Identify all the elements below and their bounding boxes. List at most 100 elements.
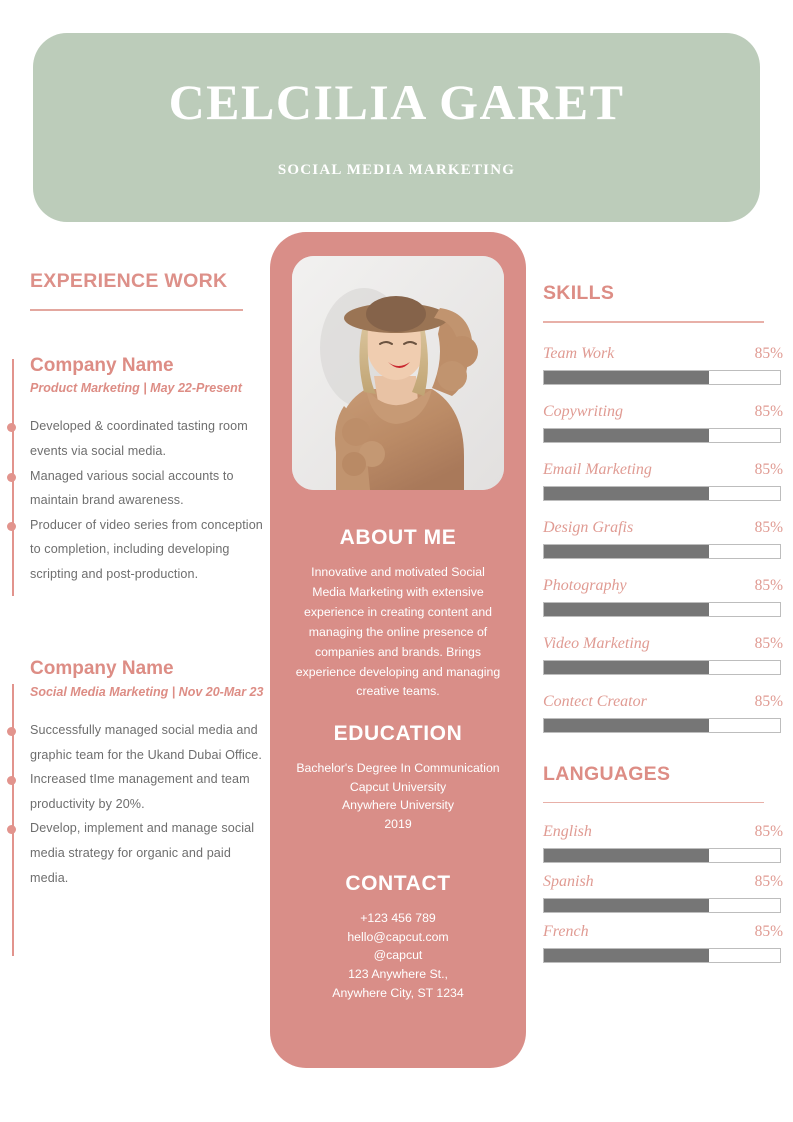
skill-progress-bar xyxy=(543,427,781,443)
header-subtitle: SOCIAL MEDIA MARKETING xyxy=(277,162,516,179)
text-line: Capcut University xyxy=(349,779,447,794)
text-line: creative teams. xyxy=(356,684,440,699)
bullet-text: Increased tIme management and team produ… xyxy=(30,772,250,811)
text-line: Innovative and motivated Social xyxy=(311,565,485,579)
text-line: Media Marketing with extensive xyxy=(312,584,484,599)
contact-phone[interactable]: +123 456 789 xyxy=(360,911,436,925)
language-header: Spanish 85% xyxy=(543,873,783,891)
contact-email[interactable]: hello@capcut.com xyxy=(347,929,449,944)
list-item: Increased tIme management and team produ… xyxy=(6,767,265,816)
skill-label: Copywriting xyxy=(543,402,624,420)
experience-entry: Company Name Social Media Marketing | No… xyxy=(0,658,265,957)
skills-list: Team Work 85% Copywriting 85% Email Marketin… xyxy=(543,345,783,733)
section-title-languages: LANGUAGES xyxy=(543,762,671,785)
skill-progress-fill xyxy=(544,602,710,616)
skill-progress-fill xyxy=(544,718,710,732)
bullet-text: Develop, implement and manage social med… xyxy=(30,821,255,885)
skill-percent: 85% xyxy=(754,634,783,652)
contact-address-line2: Anywhere City, ST 1234 xyxy=(332,985,464,1000)
languages-list: English 85% Spanish 85% French 85% xyxy=(543,823,783,963)
skill-progress-fill xyxy=(544,428,710,442)
bullet-dot-icon xyxy=(6,727,16,737)
bullet-text: Producer of video series from conception… xyxy=(30,517,263,581)
section-title-about: ABOUT ME xyxy=(339,526,457,549)
skill-percent: 85% xyxy=(754,576,783,594)
section-title-education: EDUCATION xyxy=(333,722,463,745)
list-item: Managed various social accounts to maint… xyxy=(6,464,265,513)
education-text: Bachelor's Degree In Communication Capcu… xyxy=(282,759,514,834)
list-item: Develop, implement and manage social med… xyxy=(6,816,265,890)
language-item: English 85% xyxy=(543,823,783,863)
contact-social-handle[interactable]: @capcut xyxy=(373,948,423,963)
section-title-experience: EXPERIENCE WORK xyxy=(30,270,228,292)
list-item: Successfully managed social media and gr… xyxy=(6,718,265,767)
experience-bullet-list: Developed & coordinated tasting room eve… xyxy=(0,414,265,586)
contact-details: +123 456 789 hello@capcut.com @capcut 12… xyxy=(282,909,514,1002)
bullet-text: Developed & coordinated tasting room eve… xyxy=(30,419,248,459)
skill-header: Email Marketing 85% xyxy=(543,461,783,479)
language-item: Spanish 85% xyxy=(543,873,783,913)
language-progress-fill xyxy=(544,949,710,962)
language-label: Spanish xyxy=(543,873,594,890)
skill-progress-fill xyxy=(544,544,710,558)
language-percent: 85% xyxy=(754,923,783,940)
skill-progress-bar xyxy=(543,485,781,501)
section-title-contact: CONTACT xyxy=(345,872,451,895)
experience-heading: Company Name Social Media Marketing | No… xyxy=(30,658,265,701)
skill-header: Contect Creator 85% xyxy=(543,693,783,711)
about-me-section: ABOUT ME Innovative and motivated Social… xyxy=(270,526,526,702)
bullet-dot-icon xyxy=(6,825,16,835)
language-progress-bar xyxy=(543,848,781,863)
skill-item: Photography 85% xyxy=(543,577,783,617)
list-item: Producer of video series from conception… xyxy=(6,513,265,587)
skill-progress-bar xyxy=(543,543,781,559)
skill-item: Design Grafis 85% xyxy=(543,519,783,559)
skill-header: Design Grafis 85% xyxy=(543,519,783,537)
skill-percent: 85% xyxy=(754,518,783,536)
language-progress-bar xyxy=(543,948,781,963)
divider xyxy=(543,801,764,803)
skill-progress-fill xyxy=(544,660,710,674)
experience-heading: Company Name Product Marketing | May 22-… xyxy=(30,355,265,398)
experience-bullet-list: Successfully managed social media and gr… xyxy=(0,718,265,890)
bullet-dot-icon xyxy=(6,423,16,433)
page-title: CELCILIA GARET xyxy=(168,73,625,130)
bullet-text: Successfully managed social media and gr… xyxy=(30,723,262,762)
job-role: Social Media Marketing | Nov 20-Mar 23 xyxy=(30,685,264,700)
skill-item: Contect Creator 85% xyxy=(543,693,783,733)
header-banner: CELCILIA GARET SOCIAL MEDIA MARKETING xyxy=(33,33,760,222)
portrait-photo-icon xyxy=(292,256,504,490)
skill-label: Design Grafis xyxy=(543,518,634,536)
avatar xyxy=(292,256,504,490)
language-progress-fill xyxy=(544,849,710,862)
experience-column: EXPERIENCE WORK Company Name Product Mar… xyxy=(0,270,265,957)
language-percent: 85% xyxy=(754,823,783,840)
skills-column: SKILLS Team Work 85% Copywriting 85% Email M… xyxy=(543,282,783,973)
section-title-skills: SKILLS xyxy=(543,282,615,304)
text-line: 2019 xyxy=(384,817,412,832)
divider xyxy=(543,321,764,323)
bullet-dot-icon xyxy=(6,776,16,786)
list-item: Developed & coordinated tasting room eve… xyxy=(6,414,265,463)
bullet-dot-icon xyxy=(6,472,16,482)
skill-progress-fill xyxy=(544,370,710,384)
skill-percent: 85% xyxy=(754,402,783,420)
skill-progress-bar xyxy=(543,369,781,385)
language-percent: 85% xyxy=(754,873,783,890)
skill-progress-bar xyxy=(543,601,781,617)
company-name: Company Name xyxy=(30,658,174,680)
contact-section: CONTACT +123 456 789 hello@capcut.com @c… xyxy=(270,872,526,1002)
skill-item: Video Marketing 85% xyxy=(543,635,783,675)
skill-progress-bar xyxy=(543,659,781,675)
skill-progress-bar xyxy=(543,717,781,733)
bullet-text: Managed various social accounts to maint… xyxy=(30,468,234,508)
skill-label: Email Marketing xyxy=(543,460,652,478)
company-name: Company Name xyxy=(30,354,174,376)
education-section: EDUCATION Bachelor's Degree In Communica… xyxy=(270,722,526,834)
skill-header: Copywriting 85% xyxy=(543,403,783,421)
profile-panel: ABOUT ME Innovative and motivated Social… xyxy=(270,232,526,1068)
text-line: companies and brands. Brings xyxy=(314,644,482,659)
skill-percent: 85% xyxy=(754,460,783,478)
language-progress-bar xyxy=(543,898,781,913)
skill-header: Photography 85% xyxy=(543,577,783,595)
